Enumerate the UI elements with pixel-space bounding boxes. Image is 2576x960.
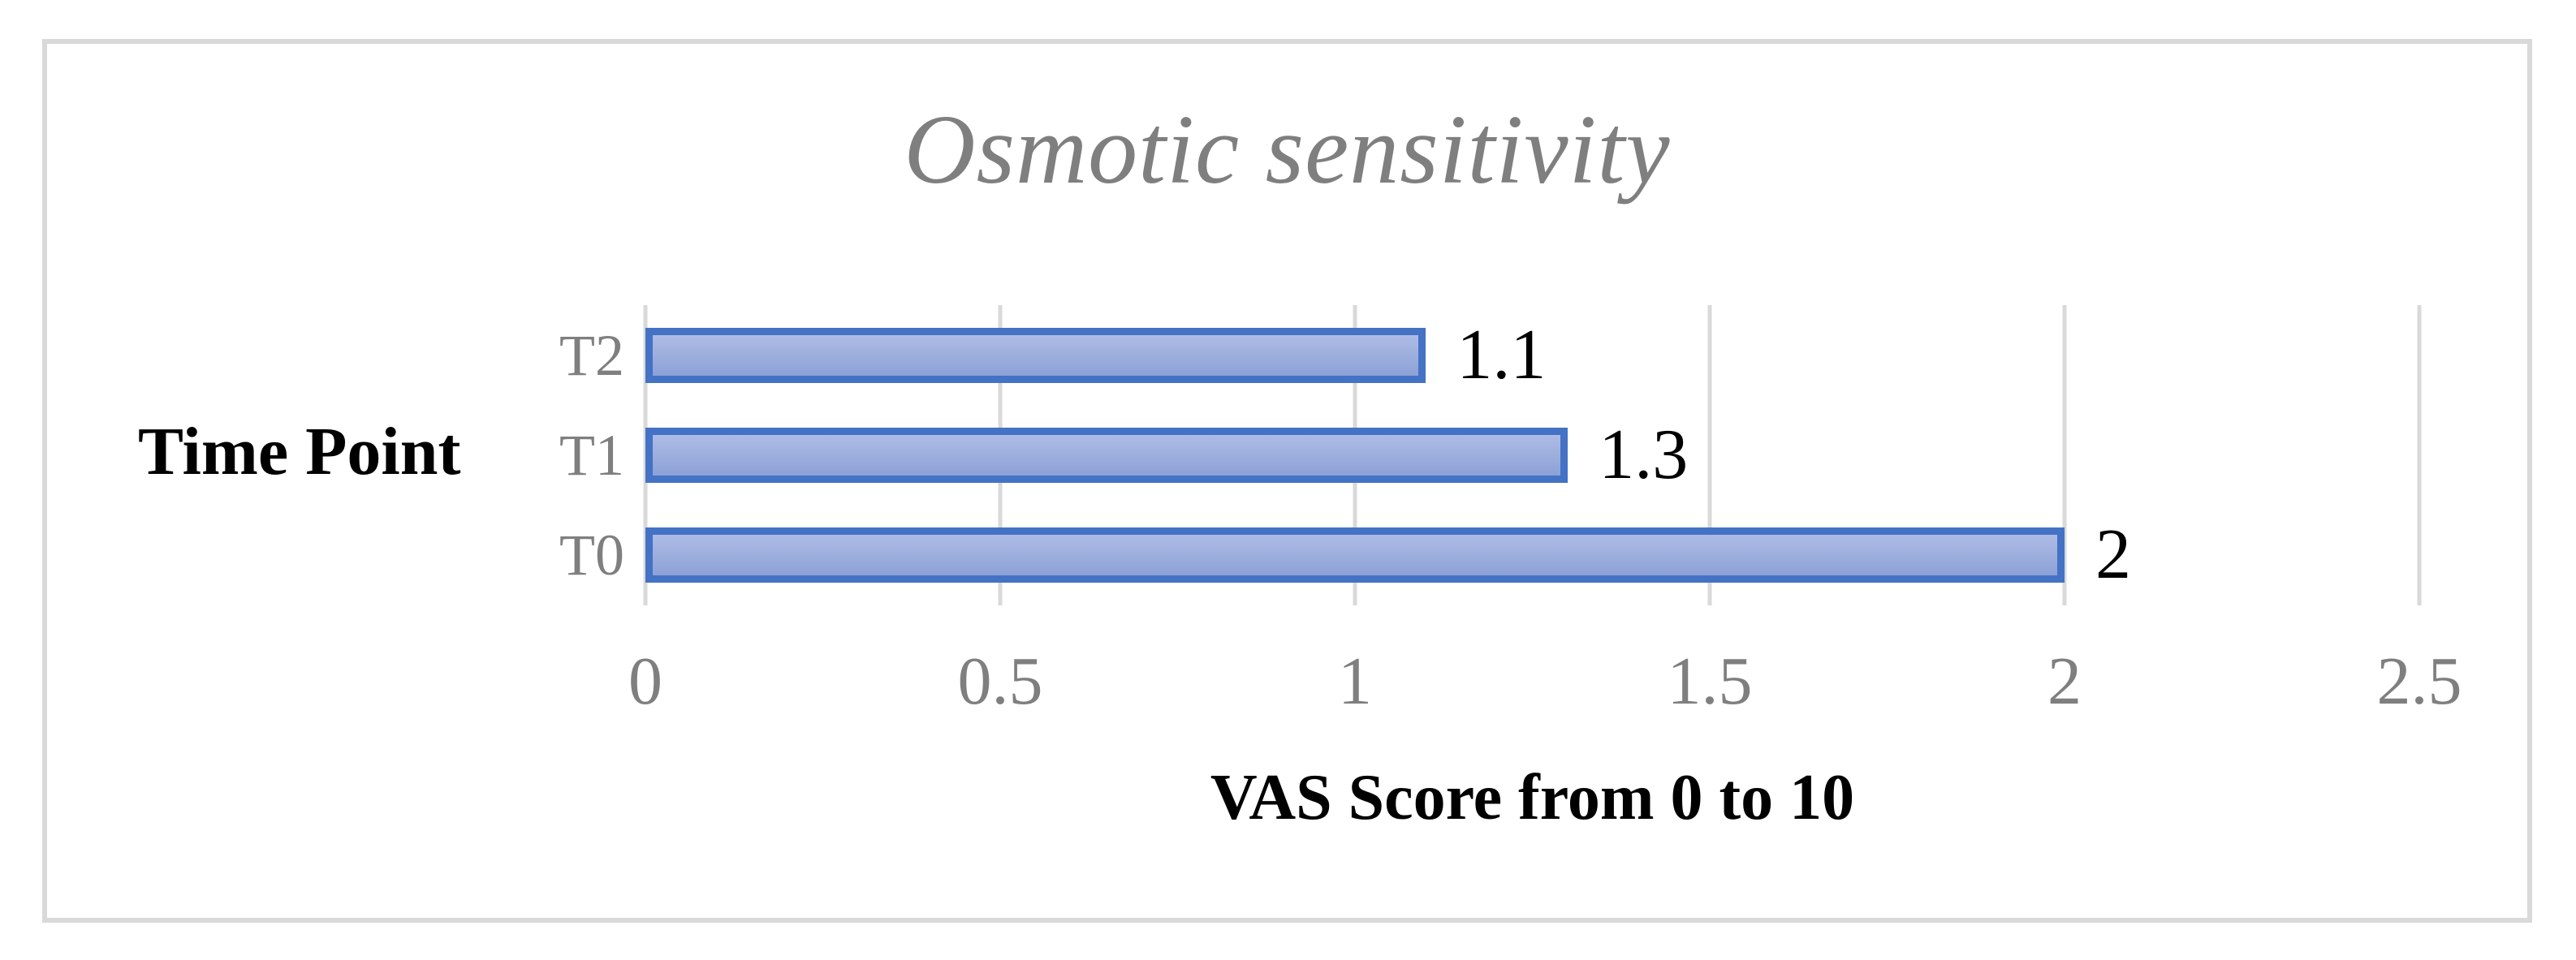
bar-row: T0 2 xyxy=(559,506,2419,605)
x-tick-label: 0 xyxy=(628,644,662,719)
bar xyxy=(645,527,2065,583)
x-tick-label: 0.5 xyxy=(957,644,1043,719)
bar xyxy=(645,427,1568,483)
data-label: 1.1 xyxy=(1456,315,1547,394)
x-tick-label: 2 xyxy=(2047,644,2082,719)
category-label: T2 xyxy=(559,322,624,388)
x-tick-label: 1.5 xyxy=(1667,644,1753,719)
bar-row: T1 1.3 xyxy=(559,405,2419,505)
plot-area: T2 1.1 T1 1.3 T0 2 xyxy=(559,305,2422,605)
data-label: 1.3 xyxy=(1599,415,1689,494)
bar-row-group: T2 1.1 T1 1.3 T0 2 xyxy=(559,305,2419,605)
gridline xyxy=(2062,305,2067,605)
category-label: T0 xyxy=(559,523,624,588)
x-tick-label: 2.5 xyxy=(2376,644,2462,719)
gridline xyxy=(2417,305,2422,605)
category-label: T1 xyxy=(559,422,624,488)
x-axis-tick-labels: 0 0.5 1 1.5 2 2.5 xyxy=(628,644,2462,737)
y-axis-title: Time Point xyxy=(138,414,461,489)
x-tick-label: 1 xyxy=(1338,644,1372,719)
data-label: 2 xyxy=(2095,515,2131,595)
gridline xyxy=(1707,305,1712,605)
bar xyxy=(645,327,1426,383)
chart-title: Osmotic sensitivity xyxy=(904,95,1671,204)
bar-row: T2 1.1 xyxy=(559,305,2419,405)
x-axis-title: VAS Score from 0 to 10 xyxy=(1210,762,1855,833)
